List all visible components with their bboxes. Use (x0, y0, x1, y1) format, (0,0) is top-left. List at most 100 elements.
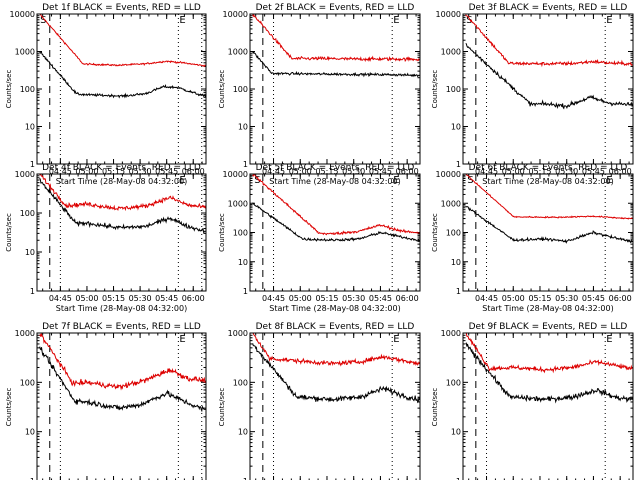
x-tick-label: 05:30 (342, 294, 365, 303)
y-tick-label: 100 (20, 378, 35, 387)
y-tick-label: 1000 (228, 329, 248, 338)
panel-det-5: Det 5f BLACK = Events, RED = LLD Start Ti… (218, 163, 421, 313)
y-tick-label: 1000 (228, 48, 248, 57)
events-series-line (252, 343, 421, 404)
y-tick-label: 1000 (441, 329, 461, 338)
plot-frame (249, 173, 421, 292)
x-tick-label: 05:45 (582, 294, 605, 303)
x-tick-label: 04:45 (475, 167, 498, 176)
x-tick-label: 06:00 (396, 294, 419, 303)
marker-letter-E: E (606, 334, 612, 345)
y-tick-label: 1000 (15, 170, 35, 179)
lld-series-line (465, 14, 633, 68)
events-series-line (252, 51, 420, 78)
y-axis-label: Counts/sec (218, 213, 226, 252)
panel-title: Det 3f BLACK = Events, RED = LLD (469, 3, 628, 13)
lld-series-line (252, 13, 420, 63)
x-tick-label: 05:45 (155, 294, 178, 303)
y-axis-label: Counts/sec (5, 213, 13, 252)
y-axis-label: Counts/sec (5, 70, 13, 109)
y-tick-label: 100 (233, 378, 248, 387)
panel-title: Det 8f BLACK = Events, RED = LLD (256, 322, 415, 332)
marker-letter-S: S (467, 175, 473, 186)
x-tick-label: 06:00 (609, 294, 632, 303)
y-axis-label: Counts/sec (218, 388, 226, 427)
panel-title: Det 9f BLACK = Events, RED = LLD (469, 322, 628, 332)
marker-letter-S: S (40, 15, 46, 26)
x-axis-label: Start Time (28-May-08 04:32:00) (482, 304, 613, 313)
x-tick-label: 04:45 (262, 167, 285, 176)
y-tick-label: 10000 (436, 170, 461, 179)
events-series-line (465, 43, 634, 110)
x-tick-label: 05:00 (502, 167, 525, 176)
events-series-line (39, 346, 206, 413)
marker-letter-E: E (606, 15, 612, 26)
panel-det-3: Det 3f BLACK = Events, RED = LLD Start Ti… (431, 3, 634, 186)
x-tick-label: 06:00 (182, 294, 205, 303)
y-tick-label: 1 (243, 287, 248, 296)
x-tick-label: 05:00 (75, 294, 98, 303)
marker-letter-S: S (254, 175, 260, 186)
x-tick-label: 05:45 (155, 167, 178, 176)
y-tick-label: 10 (451, 123, 461, 132)
x-tick-label: 05:45 (582, 167, 605, 176)
x-tick-label: 05:30 (342, 167, 365, 176)
y-tick-label: 1 (456, 477, 461, 480)
x-tick-label: 06:00 (396, 167, 419, 176)
marker-letter-E: E (179, 334, 185, 345)
y-tick-label: 10 (238, 123, 248, 132)
marker-letter-E: E (179, 175, 185, 186)
x-axis-label: Start Time (28-May-08 04:32:00) (269, 304, 400, 313)
y-axis-label: Counts/sec (431, 388, 439, 427)
y-tick-label: 1 (243, 477, 248, 480)
plot-frame (462, 13, 634, 165)
y-tick-label: 1 (30, 477, 35, 480)
y-tick-label: 100 (233, 229, 248, 238)
panel-title: Det 5f BLACK = Events, RED = LLD (256, 163, 415, 173)
y-tick-label: 10 (451, 428, 461, 437)
x-tick-label: 05:15 (315, 167, 338, 176)
y-tick-label: 1000 (15, 48, 35, 57)
y-tick-label: 10 (238, 428, 248, 437)
y-tick-label: 10000 (436, 10, 461, 19)
x-tick-label: 05:30 (555, 167, 578, 176)
x-tick-label: 05:00 (289, 167, 312, 176)
y-tick-label: 1000 (441, 199, 461, 208)
y-axis-label: Counts/sec (431, 213, 439, 252)
marker-letter-E: E (393, 334, 399, 345)
y-tick-label: 10 (25, 248, 35, 257)
events-series-line (465, 205, 633, 244)
y-tick-label: 1 (30, 287, 35, 296)
lld-series-line (252, 332, 421, 367)
x-tick-label: 04:45 (49, 294, 72, 303)
y-tick-label: 100 (20, 209, 35, 218)
y-tick-label: 1000 (228, 199, 248, 208)
y-tick-label: 1 (243, 160, 248, 169)
y-tick-label: 1 (30, 160, 35, 169)
panel-det-4: Det 4f BLACK = Events, RED = LLD Start Ti… (5, 163, 207, 313)
y-tick-label: 100 (233, 85, 248, 94)
x-tick-label: 05:30 (129, 167, 152, 176)
y-tick-label: 100 (446, 229, 461, 238)
y-tick-label: 100 (20, 85, 35, 94)
y-tick-label: 1 (456, 160, 461, 169)
lld-series-line (465, 173, 633, 220)
x-tick-label: 05:45 (369, 167, 392, 176)
y-tick-label: 10 (25, 428, 35, 437)
panel-title: Det 2f BLACK = Events, RED = LLD (256, 3, 415, 13)
x-tick-label: 05:15 (102, 294, 125, 303)
x-tick-label: 05:15 (528, 294, 551, 303)
y-tick-label: 10000 (10, 10, 35, 19)
x-tick-label: 05:00 (289, 294, 312, 303)
x-tick-label: 05:15 (528, 167, 551, 176)
plot-frame (36, 13, 207, 165)
events-series-line (39, 177, 206, 234)
x-axis-label: Start Time (28-May-08 04:32:00) (482, 177, 613, 186)
lld-series-line (465, 332, 633, 374)
x-axis-label: Start Time (28-May-08 04:32:00) (269, 177, 400, 186)
marker-letter-E: E (606, 175, 612, 186)
x-tick-label: 05:30 (129, 294, 152, 303)
x-tick-label: 05:45 (369, 294, 392, 303)
